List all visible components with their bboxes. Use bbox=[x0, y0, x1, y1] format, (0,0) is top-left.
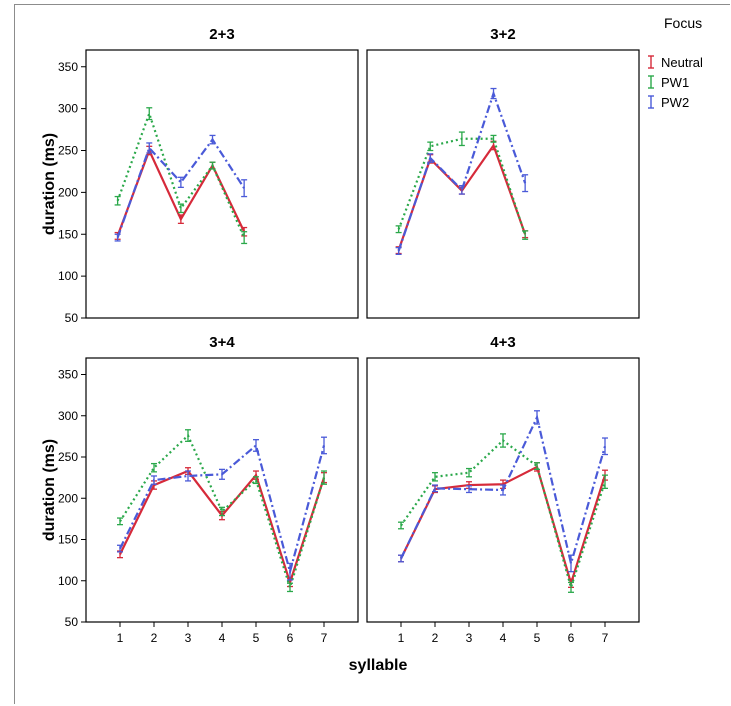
y-tick-label: 350 bbox=[58, 60, 78, 74]
x-axis-label: syllable bbox=[349, 657, 408, 674]
series-line-pw1 bbox=[116, 110, 246, 239]
legend-item-pw1: PW1 bbox=[661, 75, 689, 90]
panel-4-plus-3: 4+3 1 2 3 4 5 6 7 bbox=[366, 334, 640, 645]
x-tick-label: 4 bbox=[500, 631, 507, 645]
x-tick-label: 6 bbox=[568, 631, 575, 645]
legend-item-neutral: Neutral bbox=[661, 55, 703, 70]
x-tick-label: 6 bbox=[287, 631, 294, 645]
x-tick-label: 4 bbox=[219, 631, 226, 645]
y-tick-label: 300 bbox=[58, 102, 78, 116]
figure-frame bbox=[14, 4, 730, 704]
x-tick-label: 2 bbox=[432, 631, 439, 645]
panel-title: 4+3 bbox=[490, 334, 515, 351]
x-tick-label: 7 bbox=[321, 631, 328, 645]
panel-title: 3+2 bbox=[490, 26, 515, 43]
panel-2-plus-3: 2+3 50 100 150 200 250 300 350 bbox=[58, 26, 359, 325]
panel-title: 2+3 bbox=[209, 26, 234, 43]
y-tick-label: 50 bbox=[65, 311, 79, 325]
panel-frame bbox=[85, 357, 359, 623]
y-tick-label: 100 bbox=[58, 574, 78, 588]
y-tick-label: 50 bbox=[65, 615, 79, 629]
panel-title: 3+4 bbox=[209, 334, 235, 351]
legend: Focus Neutral PW1 PW2 bbox=[648, 15, 703, 110]
x-tick-label: 2 bbox=[151, 631, 158, 645]
panel-frame bbox=[366, 49, 640, 319]
series-line-pw2 bbox=[397, 90, 527, 252]
y-axis-label: duration (ms) bbox=[41, 439, 58, 541]
y-tick-label: 150 bbox=[58, 533, 78, 547]
legend-title: Focus bbox=[664, 15, 702, 31]
panel-3-plus-2: 3+2 bbox=[366, 26, 640, 319]
x-tick-label: 7 bbox=[602, 631, 609, 645]
x-tick-label: 1 bbox=[398, 631, 405, 645]
x-tick-label: 5 bbox=[253, 631, 260, 645]
y-tick-label: 250 bbox=[58, 450, 78, 464]
y-tick-label: 300 bbox=[58, 409, 78, 423]
x-tick-label: 3 bbox=[185, 631, 192, 645]
y-tick-label: 100 bbox=[58, 269, 78, 283]
y-tick-label: 150 bbox=[58, 227, 78, 241]
series-line-pw2 bbox=[116, 137, 246, 238]
y-tick-label: 350 bbox=[58, 368, 78, 382]
x-tick-label: 1 bbox=[117, 631, 124, 645]
y-axis-label: duration (ms) bbox=[41, 133, 58, 235]
x-tick-label: 3 bbox=[466, 631, 473, 645]
y-tick-label: 200 bbox=[58, 491, 78, 505]
legend-item-pw2: PW2 bbox=[661, 95, 689, 110]
x-tick-label: 5 bbox=[534, 631, 541, 645]
panel-3-plus-4: 3+4 50 100 150 200 250 300 350 1 2 3 4 5 6 7 bbox=[58, 334, 359, 645]
y-tick-label: 250 bbox=[58, 144, 78, 158]
y-tick-label: 200 bbox=[58, 185, 78, 199]
